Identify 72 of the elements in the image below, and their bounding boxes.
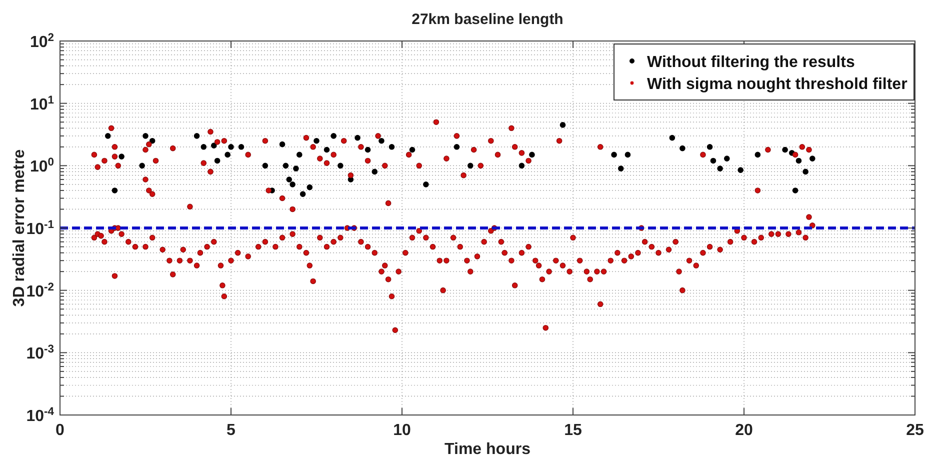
- point: [238, 144, 244, 150]
- point: [300, 191, 306, 197]
- point: [423, 182, 429, 188]
- point: [286, 176, 292, 182]
- x-tick-label: 20: [735, 422, 753, 439]
- point: [224, 152, 230, 158]
- point: [680, 145, 686, 152]
- point: [409, 146, 416, 153]
- point: [792, 188, 798, 194]
- y-tick-label: 10$^{-2}$: [26, 281, 54, 300]
- point: [717, 166, 723, 172]
- point: [200, 144, 207, 150]
- point: [194, 133, 200, 139]
- point: [112, 188, 118, 194]
- point: [214, 158, 220, 164]
- chart-title: 27km baseline length: [412, 11, 564, 28]
- point: [706, 144, 713, 150]
- point: [149, 138, 156, 144]
- y-tick-label: 10$^{-1}$: [26, 219, 54, 238]
- point: [754, 152, 761, 158]
- point: [330, 133, 336, 139]
- point: [338, 162, 344, 169]
- point: [388, 144, 395, 150]
- point: [468, 162, 474, 169]
- point: [738, 167, 744, 173]
- y-axis-title: 3D radial error metre: [11, 149, 28, 307]
- point: [296, 152, 302, 158]
- point: [279, 141, 286, 148]
- point: [262, 162, 268, 169]
- point: [560, 122, 566, 128]
- point: [802, 168, 808, 175]
- point: [710, 158, 716, 164]
- point: [306, 184, 313, 190]
- y-tick-label: 10$^{-4}$: [26, 406, 55, 425]
- x-tick-label: 15: [564, 422, 582, 439]
- y-tick-label: 10$^{0}$: [30, 156, 54, 176]
- point: [724, 156, 730, 162]
- y-tick-label: 10$^{2}$: [30, 32, 54, 51]
- point: [142, 133, 148, 139]
- point: [454, 144, 460, 150]
- x-tick-label: 0: [56, 422, 65, 439]
- y-tick-label: 10$^{1}$: [30, 94, 54, 114]
- point: [139, 162, 145, 169]
- point: [529, 152, 535, 158]
- point: [228, 144, 234, 150]
- point: [364, 146, 371, 153]
- point: [624, 152, 631, 158]
- point: [518, 162, 525, 169]
- point: [290, 182, 296, 188]
- point: [669, 134, 676, 141]
- x-tick-label: 10: [393, 422, 411, 439]
- point: [372, 168, 378, 175]
- y-tick-label: 10$^{-3}$: [26, 344, 54, 363]
- x-tick-label: 25: [906, 422, 924, 439]
- point: [211, 142, 217, 148]
- point: [810, 156, 816, 162]
- point: [618, 166, 624, 172]
- point: [282, 162, 289, 169]
- point: [354, 134, 360, 141]
- point: [118, 154, 124, 160]
- x-tick-label: 5: [226, 422, 236, 439]
- point: [293, 166, 299, 172]
- point: [378, 138, 384, 144]
- point: [796, 158, 802, 164]
- point: [782, 146, 788, 153]
- x-axis-title: Time hours: [444, 441, 531, 458]
- point: [104, 133, 111, 139]
- point: [314, 138, 320, 144]
- legend-label: Without filtering the results: [647, 54, 855, 71]
- point: [324, 146, 330, 153]
- point: [611, 152, 617, 158]
- legend-label: With sigma nought threshold filter: [647, 76, 908, 93]
